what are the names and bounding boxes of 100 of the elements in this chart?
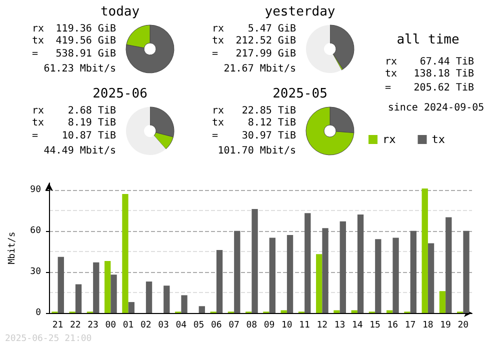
x-tick-label: 19: [440, 320, 451, 330]
text: rx: [385, 56, 398, 68]
bar: [110, 274, 117, 313]
x-tick-label: 02: [140, 320, 152, 330]
x-tick-label: 09: [264, 320, 275, 330]
chart-title: 2025-05: [272, 86, 328, 102]
text: =: [385, 82, 392, 94]
text: =: [212, 130, 218, 142]
bar: [181, 295, 188, 313]
chart-title: 2025-06: [92, 86, 148, 102]
bar: [216, 250, 223, 313]
bar: [322, 228, 328, 313]
text: 217.99 GiB: [236, 48, 296, 60]
x-tick-label: 16: [387, 320, 398, 330]
y-tick-label: 30: [30, 266, 41, 277]
bar: [252, 209, 258, 313]
x-tick-label: 23: [88, 320, 98, 330]
x-tick-label: 03: [158, 320, 169, 330]
text: 67.44 TiB: [420, 56, 474, 68]
x-tick-label: 22: [70, 320, 81, 330]
bar: [340, 221, 346, 313]
text: 44.49 Mbit/s: [44, 146, 116, 156]
x-tick-label: 11: [299, 320, 310, 330]
text: 138.18 TiB: [414, 68, 474, 80]
text: rx: [212, 106, 224, 116]
text: 2.68 TiB: [68, 106, 116, 116]
x-tick-label: 15: [370, 320, 380, 330]
text: all time: [396, 32, 460, 48]
x-tick-label: 14: [352, 320, 363, 330]
x-tick-label: 13: [334, 320, 346, 330]
x-tick-label: 00: [105, 320, 116, 330]
y-tick-label: 60: [30, 226, 41, 236]
text: =: [212, 48, 218, 60]
text: since 2024-09-05: [388, 102, 484, 114]
text: 10.87 TiB: [62, 130, 116, 142]
bar: [316, 254, 322, 313]
x-tick-label: 21: [52, 320, 64, 330]
text: 101.70 Mbit/s: [218, 146, 296, 156]
text: rx: [32, 106, 44, 116]
y-axis-title: Mbit/s: [8, 232, 18, 264]
bar: [104, 261, 111, 313]
legend-label: tx: [432, 133, 446, 146]
bar: [269, 238, 276, 313]
text: 8.19 TiB: [68, 118, 116, 128]
bar: [334, 310, 340, 313]
text: 8.12 TiB: [248, 118, 296, 128]
bar: [392, 238, 399, 313]
x-tick-label: 18: [422, 320, 434, 330]
text: 5.47 GiB: [248, 24, 296, 34]
text: 61.23 Mbit/s: [44, 64, 116, 74]
bar: [439, 291, 446, 313]
bar: [58, 256, 64, 313]
text: tx: [212, 118, 224, 128]
bar: [375, 239, 382, 313]
text: 21.67 Mbit/s: [224, 64, 296, 74]
x-tick-label: 07: [228, 320, 240, 330]
bar: [428, 243, 434, 313]
text: tx: [212, 36, 224, 46]
text: 30.97 TiB: [242, 130, 296, 142]
text: 205.62 TiB: [414, 82, 474, 94]
text: =: [32, 130, 38, 142]
text: 538.91 GiB: [56, 48, 116, 60]
text: tx: [385, 68, 398, 80]
x-tick-label: 05: [193, 320, 204, 330]
x-tick-label: 04: [176, 320, 187, 330]
text: rx: [212, 24, 224, 34]
bar: [146, 282, 152, 313]
text: 419.56 GiB: [56, 36, 116, 46]
bar: [164, 286, 170, 313]
text: tx: [32, 118, 44, 128]
legend-label: rx: [382, 133, 396, 146]
y-tick-label: 0: [36, 308, 41, 318]
bar: [304, 213, 311, 313]
text: 212.52 GiB: [236, 36, 296, 46]
x-tick-label: 08: [246, 320, 258, 330]
x-tick-label: 12: [316, 320, 328, 330]
bar: [198, 306, 205, 313]
x-tick-label: 06: [211, 320, 222, 330]
x-tick-label: 17: [404, 320, 416, 330]
bar: [122, 194, 128, 313]
bar: [75, 284, 82, 313]
text: rx: [32, 24, 44, 34]
bar: [410, 230, 416, 313]
chart-title: yesterday: [264, 4, 336, 20]
x-tick-label: 10: [282, 320, 292, 330]
bar: [422, 188, 428, 313]
bar: [234, 230, 240, 313]
y-tick-label: 90: [30, 184, 41, 195]
text: =: [32, 48, 38, 60]
bar: [93, 262, 100, 313]
bar: [357, 214, 364, 313]
bar: [446, 217, 452, 313]
text: 22.85 TiB: [242, 106, 296, 116]
text: 119.36 GiB: [56, 24, 116, 34]
bar: [286, 235, 294, 313]
chart-title: today: [100, 4, 140, 20]
text: tx: [32, 36, 44, 46]
bar: [128, 302, 134, 313]
x-tick-label: 01: [122, 320, 134, 330]
x-tick-label: 20: [458, 320, 469, 330]
